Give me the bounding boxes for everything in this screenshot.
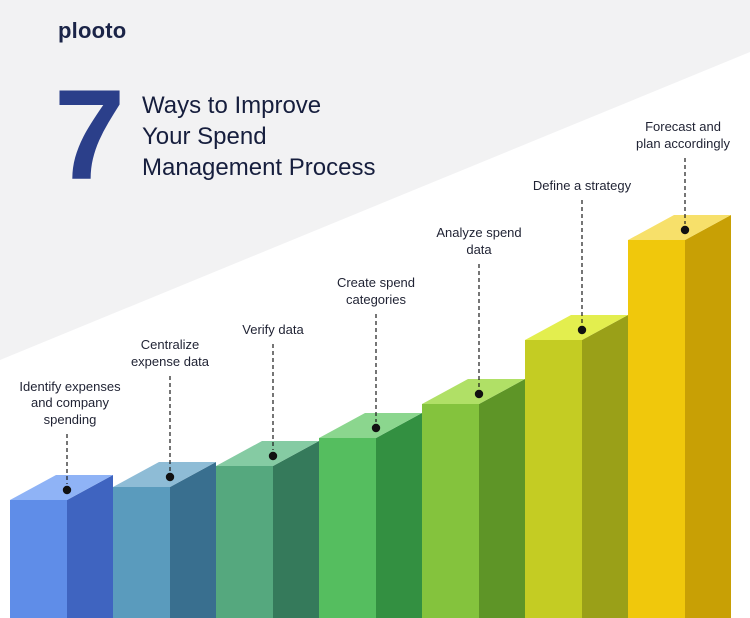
step-label-5: Analyze spend data <box>409 225 549 258</box>
marker-dot <box>62 485 72 495</box>
step-label-line: Define a strategy <box>532 177 632 193</box>
step-label-line: Analyze spend <box>436 225 522 240</box>
plooto-logo: plooto <box>58 18 127 43</box>
step-label-line: plan accordingly <box>636 135 730 151</box>
step-label-1: Identify expenses and company spending <box>0 379 140 429</box>
step-label-line: Forecast and <box>645 119 721 134</box>
step-bar-1 <box>10 475 113 618</box>
bar-side-face <box>273 441 319 618</box>
bar-side-face <box>582 315 628 618</box>
marker-dot <box>268 451 278 461</box>
step-label-line: Verify data <box>242 321 304 337</box>
bar-top-face <box>319 413 422 438</box>
bar-front-face <box>216 466 273 618</box>
bar-front-face <box>628 240 685 618</box>
step-label-line: categories <box>346 291 406 307</box>
bar-side-face <box>67 475 113 618</box>
step-label-line: Centralize <box>140 337 200 352</box>
bar-top-face <box>216 441 319 466</box>
step-bar-3 <box>216 441 319 618</box>
marker-dot <box>371 423 381 433</box>
page-title: Ways to Improve Your Spend Management Pr… <box>142 90 375 183</box>
marker-dot <box>577 325 587 335</box>
bar-top-face <box>628 215 731 240</box>
step-label-line: expense data <box>130 353 210 369</box>
bar-front-face <box>113 487 170 618</box>
bar-front-face <box>10 500 67 618</box>
step-label-line: and company <box>30 395 110 410</box>
marker-dot <box>680 225 690 235</box>
step-label-7: Forecast and plan accordingly <box>613 119 750 152</box>
step-label-line: spending <box>43 411 97 427</box>
step-bar-7 <box>628 215 731 618</box>
bar-side-face <box>170 462 216 618</box>
bar-top-face <box>525 315 628 340</box>
step-label-line: data <box>466 241 492 257</box>
bar-front-face <box>319 438 376 618</box>
title-line: Ways to Improve <box>142 92 322 119</box>
bar-top-face <box>113 462 216 487</box>
bar-front-face <box>525 340 582 618</box>
title-line: Management Process <box>142 154 376 181</box>
step-label-6: Define a strategy <box>512 178 652 195</box>
step-bar-4 <box>319 413 422 618</box>
bar-side-face <box>376 413 422 618</box>
step-label-2: Centralize expense data <box>100 337 240 370</box>
step-label-3: Verify data <box>203 322 343 339</box>
step-label-4: Create spend categories <box>306 275 446 308</box>
step-bar-2 <box>113 462 216 618</box>
title-line: Your Spend <box>142 123 267 150</box>
bar-front-face <box>422 404 479 618</box>
big-number-seven: 7 <box>54 64 126 207</box>
step-bar-6 <box>525 315 628 618</box>
bar-side-face <box>479 379 525 618</box>
step-label-line: Identify expenses <box>19 378 121 394</box>
bar-top-face <box>422 379 525 404</box>
bar-top-face <box>10 475 113 500</box>
step-bar-5 <box>422 379 525 618</box>
step-label-line: Create spend <box>336 275 416 290</box>
marker-dot <box>474 389 484 399</box>
bar-side-face <box>685 215 731 618</box>
marker-dot <box>165 472 175 482</box>
